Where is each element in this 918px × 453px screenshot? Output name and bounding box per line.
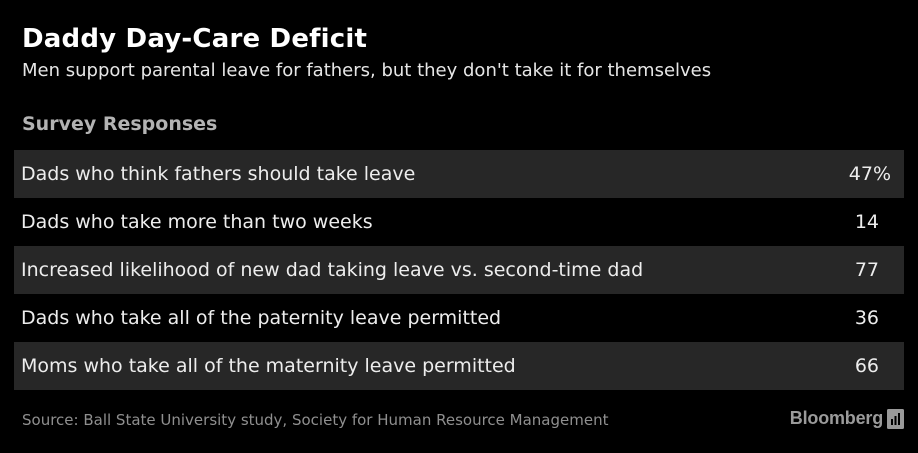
chart-title: Daddy Day-Care Deficit bbox=[22, 24, 368, 54]
section-label: Survey Responses bbox=[22, 113, 218, 135]
row-label: Dads who think fathers should take leave bbox=[21, 163, 416, 185]
survey-table: Dads who think fathers should take leave… bbox=[14, 150, 904, 390]
row-label: Moms who take all of the maternity leave… bbox=[21, 355, 516, 377]
table-row: Increased likelihood of new dad taking l… bbox=[14, 246, 904, 294]
row-value: 14 bbox=[854, 211, 879, 233]
chart-subtitle: Men support parental leave for fathers, … bbox=[22, 60, 712, 81]
source-note: Source: Ball State University study, Soc… bbox=[22, 411, 609, 429]
row-value: 47% bbox=[848, 163, 891, 185]
row-label: Dads who take more than two weeks bbox=[21, 211, 373, 233]
row-label: Dads who take all of the paternity leave… bbox=[21, 307, 502, 329]
row-label: Increased likelihood of new dad taking l… bbox=[21, 259, 644, 281]
brand-name: Bloomberg bbox=[789, 408, 883, 428]
bloomberg-brand: Bloomberg bbox=[790, 408, 904, 429]
table-row: Moms who take all of the maternity leave… bbox=[14, 342, 904, 390]
bloomberg-logo-mark-icon bbox=[887, 408, 904, 429]
row-value: 36 bbox=[854, 307, 879, 329]
row-value: 66 bbox=[854, 355, 879, 377]
table-row: Dads who take all of the paternity leave… bbox=[14, 294, 904, 342]
row-value: 77 bbox=[854, 259, 879, 281]
table-row: Dads who think fathers should take leave… bbox=[14, 150, 904, 198]
table-row: Dads who take more than two weeks 14 bbox=[14, 198, 904, 246]
